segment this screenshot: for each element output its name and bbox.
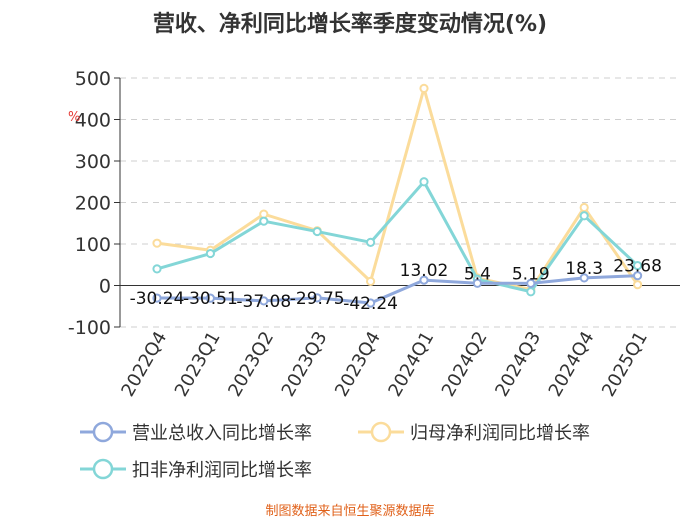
data-point [419, 275, 429, 285]
data-point [366, 276, 376, 286]
data-point [419, 83, 429, 93]
data-point [366, 298, 376, 308]
source-note: 制图数据来自恒生聚源数据库 [265, 504, 435, 519]
series-layer [152, 83, 643, 308]
x-tick-label: 2024Q2 [438, 328, 492, 400]
y-tick-label: 300 [75, 151, 111, 173]
data-point [366, 237, 376, 247]
x-tick-label: 2025Q1 [598, 328, 652, 400]
data-label: 5.4 [464, 264, 491, 284]
data-label: -30.51 [183, 289, 238, 309]
data-point [579, 273, 589, 283]
data-label: 23.68 [613, 257, 662, 277]
y-tick-label: 200 [75, 193, 111, 215]
y-tick-label: 0 [99, 276, 111, 298]
series-line [155, 86, 640, 292]
data-label: 13.02 [400, 261, 449, 281]
data-point [152, 264, 162, 274]
data-point [472, 278, 482, 288]
grid [120, 77, 680, 328]
data-label: -37.08 [236, 292, 291, 312]
data-point [152, 238, 162, 248]
data-label: -29.75 [290, 289, 345, 309]
data-point [633, 280, 643, 290]
x-tick-label: 2024Q3 [491, 328, 545, 400]
legend-label: 扣非净利润同比增长率 [132, 460, 312, 481]
data-point [579, 211, 589, 221]
legend-marker [92, 421, 114, 443]
data-label: -30.24 [130, 289, 185, 309]
legend-item[interactable]: 营业总收入同比增长率 [80, 421, 312, 444]
data-label: 18.3 [565, 259, 603, 279]
legend-label: 营业总收入同比增长率 [132, 423, 312, 444]
data-point [579, 202, 589, 213]
x-tick-label: 2024Q4 [545, 328, 599, 400]
x-tick-label: 2023Q2 [224, 328, 278, 400]
legend-label: 归母净利润同比增长率 [410, 423, 590, 444]
legend-item[interactable]: 扣非净利润同比增长率 [80, 458, 312, 481]
x-tick-label: 2022Q4 [117, 328, 171, 400]
data-point [633, 271, 643, 281]
y-tick-label: -100 [68, 317, 111, 339]
data-point [259, 216, 269, 226]
data-label: -42.24 [343, 294, 398, 314]
legend-marker [92, 458, 114, 480]
data-point [526, 278, 536, 288]
data-label: 5.19 [512, 264, 550, 284]
y-tick-label: 100 [75, 234, 111, 256]
legend-item[interactable]: 归母净利润同比增长率 [358, 421, 590, 444]
data-point [419, 177, 429, 187]
data-point [205, 293, 215, 303]
data-point [312, 293, 322, 303]
data-point [526, 287, 536, 297]
y-axis-label: % [68, 110, 80, 125]
data-point [205, 248, 215, 259]
legend-marker [370, 421, 392, 443]
series-line [155, 180, 640, 294]
data-point [259, 296, 269, 306]
series-line [155, 274, 640, 305]
x-tick-label: 2023Q1 [171, 328, 225, 400]
chart-title: 营收、净利同比增长率季度变动情况(%) [152, 12, 548, 37]
x-tick-label: 2023Q3 [278, 328, 332, 400]
y-tick-label: 400 [75, 110, 111, 132]
x-tick-label: 2024Q1 [384, 328, 438, 400]
data-point [633, 260, 643, 271]
data-point [312, 226, 322, 237]
y-tick-label: 500 [75, 68, 111, 90]
data-point [152, 293, 162, 303]
x-tick-label: 2023Q4 [331, 328, 385, 400]
